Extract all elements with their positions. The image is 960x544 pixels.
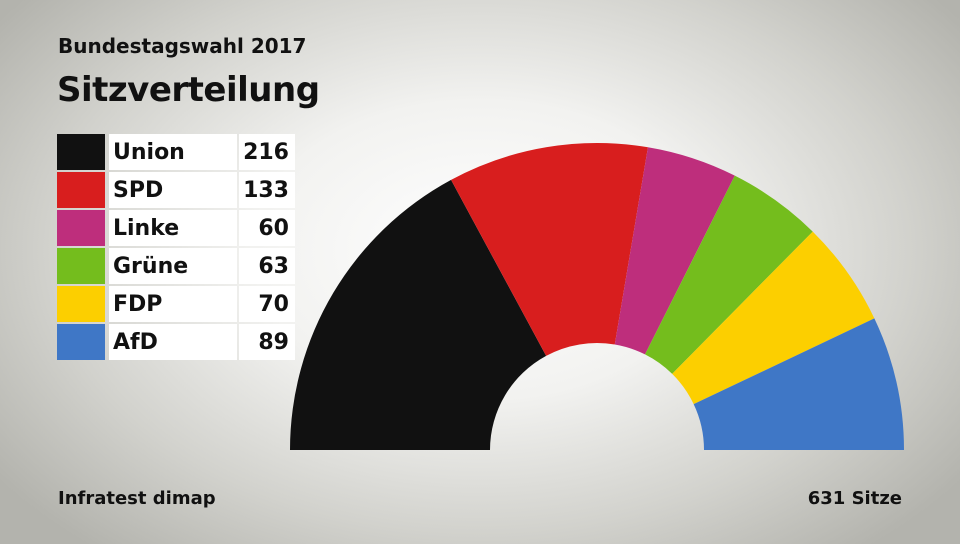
legend-swatch-afd [57,324,105,360]
legend-value-union: 216 [239,134,295,170]
chart-title: Sitzverteilung [57,70,320,110]
seat-segment-linke [614,147,735,355]
seat-segment-spd [451,143,648,356]
legend-swatch-fdp [57,286,105,322]
legend-label-union: Union [109,134,237,170]
legend-swatch-union [57,134,105,170]
seat-segment-union [290,179,547,451]
seat-segment-gruene [645,175,813,374]
legend-value-afd: 89 [239,324,295,360]
legend-label-linke: Linke [109,210,237,246]
legend-swatch-spd [57,172,105,208]
total-seats-label: 631 Sitze [807,488,902,509]
source-label: Infratest dimap [58,488,216,509]
legend-value-spd: 133 [239,172,295,208]
legend-swatch-gruene [57,248,105,284]
legend-label-spd: SPD [109,172,237,208]
legend-label-afd: AfD [109,324,237,360]
legend-label-fdp: FDP [109,286,237,322]
legend-value-gruene: 63 [239,248,295,284]
chart-subtitle: Bundestagswahl 2017 [58,34,307,58]
seat-segment-afd [693,318,905,450]
legend-swatch-linke [57,210,105,246]
seat-segment-fdp [672,231,875,405]
legend-value-linke: 60 [239,210,295,246]
legend-value-fdp: 70 [239,286,295,322]
legend-label-gruene: Grüne [109,248,237,284]
